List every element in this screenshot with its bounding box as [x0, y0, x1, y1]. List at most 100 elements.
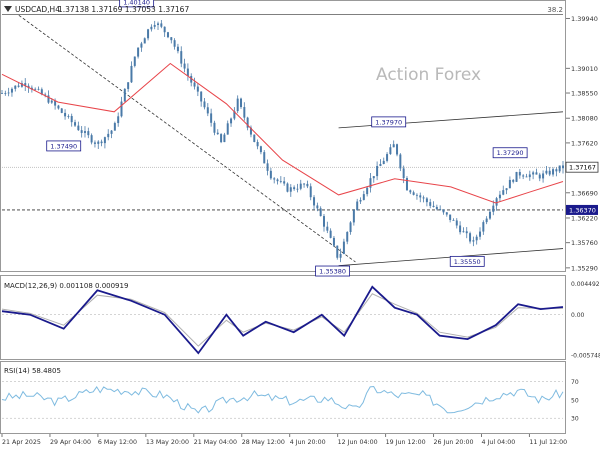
candle-body [226, 123, 229, 135]
current-price-tag [565, 161, 599, 173]
candle-body [415, 194, 418, 196]
x-tick-label: 29 Apr 04:00 [50, 439, 91, 446]
x-tick-label: 4 Jun 20:00 [290, 439, 326, 446]
candle-body [157, 23, 160, 25]
watermark: Action Forex [376, 65, 481, 85]
candle-body [283, 181, 286, 184]
candle-body [243, 107, 246, 118]
candle-body [276, 179, 279, 182]
candle-body [163, 26, 166, 33]
candle-body [64, 112, 67, 117]
candle-body [492, 205, 495, 212]
candle-body [196, 86, 199, 92]
candle-body [216, 132, 219, 135]
candle-body [422, 197, 425, 199]
candle-body [432, 205, 435, 207]
candle-body [7, 92, 10, 94]
candle-body [465, 231, 468, 234]
candle-body [183, 63, 186, 69]
x-tick-label: 6 May 12:00 [98, 439, 137, 446]
candle-body [153, 24, 156, 27]
candle-body [548, 170, 551, 175]
candle-body [60, 108, 63, 113]
candle-body [303, 183, 306, 185]
candle-body [485, 218, 488, 223]
x-tick-label: 21 May 04:00 [194, 439, 237, 446]
candle-body [449, 214, 452, 220]
rsi-title: RSI(14) 58.4805 [4, 367, 61, 375]
dropdown-triangle-icon[interactable] [4, 6, 12, 12]
candle-body [339, 253, 342, 258]
candle-body [54, 100, 57, 106]
candle-body [469, 233, 472, 242]
candle-body [479, 231, 482, 237]
price-tick-label: 1.37620 [571, 139, 598, 147]
candle-body [316, 205, 319, 209]
candle-body [405, 178, 408, 191]
price-tick-label: 1.35290 [571, 264, 598, 272]
candle-body [47, 95, 50, 103]
candle-body [160, 23, 163, 27]
candle-body [409, 190, 412, 193]
candle-body [336, 245, 339, 258]
candle-body [230, 118, 233, 124]
candle-body [329, 230, 332, 238]
candle-body [439, 209, 442, 210]
price-tick-label: 1.39010 [571, 65, 598, 73]
candle-body [445, 212, 448, 215]
candle-body [366, 187, 369, 195]
candle-body [389, 147, 392, 155]
candle-body [475, 236, 478, 241]
level-tag [566, 204, 598, 215]
candle-body [419, 195, 422, 198]
candle-body [249, 127, 252, 135]
candle-body [562, 165, 564, 169]
candle-body [130, 65, 133, 83]
price-tick-label: 1.35760 [571, 239, 598, 247]
candle-body [532, 172, 535, 175]
candle-body [326, 226, 329, 231]
level-tag-text: 1.36370 [569, 206, 596, 214]
candle-body [137, 47, 140, 57]
candle-body [263, 152, 266, 164]
price-label: 1.35380 [319, 268, 346, 276]
candle-body [386, 154, 389, 161]
candle-body [498, 194, 501, 199]
candle-body [87, 131, 90, 136]
candle-body [83, 131, 86, 133]
candle-body [44, 94, 47, 96]
candle-body [77, 125, 80, 131]
candle-body [525, 176, 528, 178]
candle-body [14, 85, 17, 89]
price-label-box [449, 255, 485, 267]
candle-body [442, 209, 445, 213]
candle-body [555, 169, 558, 172]
candle-body [93, 142, 96, 144]
rsi-line [1, 385, 564, 414]
candle-body [166, 32, 169, 38]
price-label: 1.37970 [375, 118, 402, 126]
candle-body [117, 116, 120, 124]
candle-body [356, 201, 359, 211]
candle-body [528, 174, 531, 178]
candle-body [50, 100, 53, 103]
rsi-tick-label: 70 [571, 379, 579, 386]
candle-body [17, 85, 20, 87]
candle-body [40, 89, 43, 95]
candle-body [346, 232, 349, 242]
candle-body [309, 186, 312, 198]
candle-body [293, 187, 296, 190]
price-tick-label: 1.36220 [571, 214, 598, 222]
candle-body [266, 163, 269, 171]
candle-body [379, 163, 382, 167]
candle-body [1, 93, 3, 94]
candle-body [123, 88, 126, 102]
candle-body [319, 208, 322, 217]
candle-body [412, 192, 415, 195]
candle-body [558, 165, 561, 172]
candle-body [538, 174, 541, 179]
price-tick-label: 1.38080 [571, 115, 598, 123]
candle-body [203, 101, 206, 108]
price-label-box [371, 116, 407, 128]
candle-body [103, 137, 106, 144]
